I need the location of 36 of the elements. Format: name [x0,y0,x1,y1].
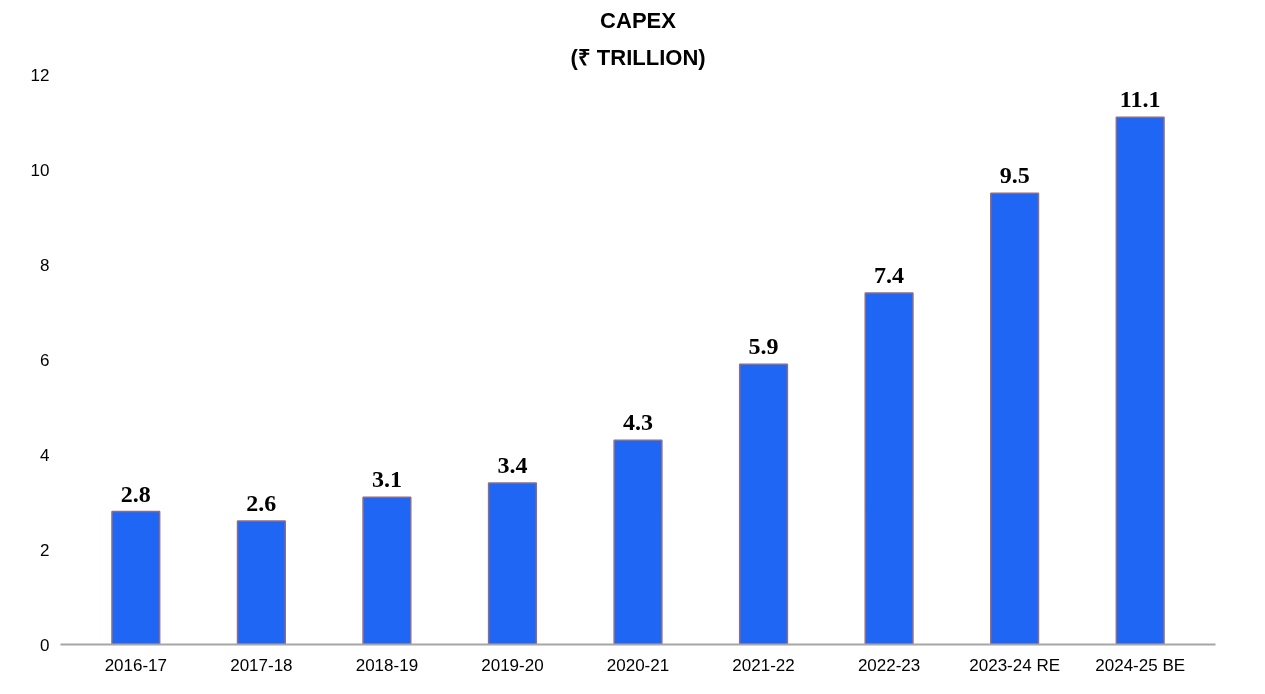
data-label: 3.1 [371,466,402,493]
bar [613,439,663,645]
data-label: 3.4 [497,452,528,478]
y-tick-label: 2 [40,540,50,560]
data-label: 4.3 [623,409,653,436]
bar [487,482,538,645]
x-tick-label: 2024-25 BE [1095,655,1186,675]
x-tick-label: 2021-22 [732,655,795,675]
y-tick-label: 8 [40,255,50,275]
data-label: 11.1 [1119,86,1161,113]
bar [1115,116,1165,645]
chart-title: CAPEX [600,7,677,33]
y-tick-label: 12 [30,65,50,85]
x-tick-label: 2018-19 [355,655,419,675]
data-label: 9.5 [999,162,1030,189]
x-tick-label: 2020-21 [606,655,670,675]
y-tick-label: 10 [30,160,50,180]
bar [738,363,789,645]
x-tick-label: 2016-17 [104,655,168,675]
bar [362,496,412,645]
x-tick-label: 2019-20 [481,655,544,675]
x-tick-label: 2017-18 [230,655,293,675]
x-tick-label: 2022-23 [857,655,921,675]
bar [111,510,161,645]
bar [236,520,286,645]
y-tick-label: 6 [40,350,50,370]
data-label: 5.9 [748,333,779,360]
chart-subtitle: (₹ TRILLION) [570,44,706,70]
data-label: 7.4 [874,262,905,288]
x-tick-label: 2023-24 RE [969,655,1060,675]
y-tick-label: 0 [40,635,50,655]
data-label: 2.8 [120,480,151,507]
y-tick-label: 4 [40,445,50,465]
bar [864,292,914,645]
data-label: 2.6 [246,490,277,516]
bar [990,192,1040,645]
